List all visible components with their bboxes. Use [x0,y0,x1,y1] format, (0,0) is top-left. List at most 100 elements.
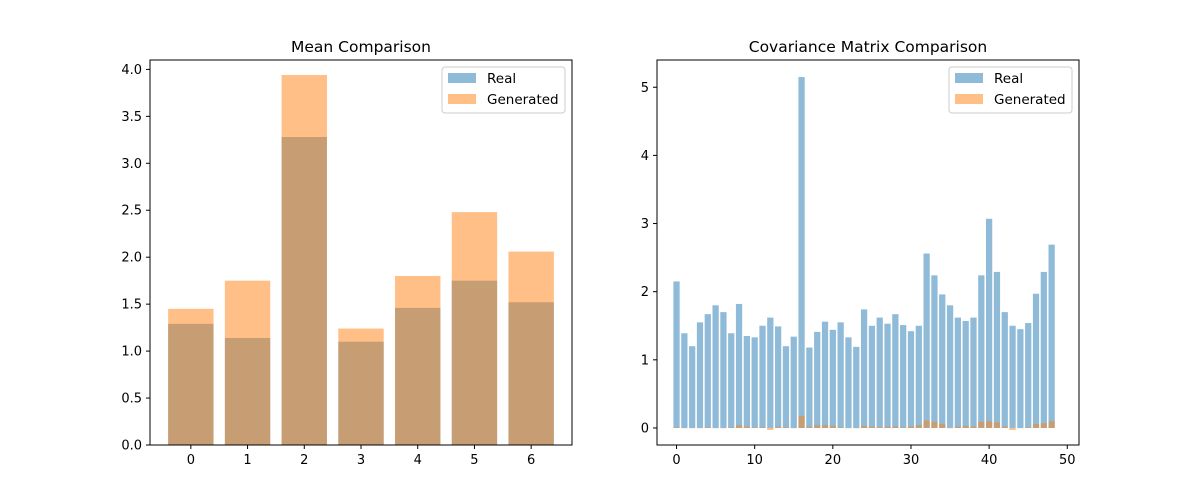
bar-generated-10 [751,427,758,428]
bar-generated-37 [962,425,969,428]
bar-real-34 [939,294,946,428]
mean-comparison-y-ticks: 0.0 0.5 1.0 1.5 2.0 2.5 3.0 3.5 4.0 [121,63,150,454]
bar-generated-8 [735,425,743,428]
legend-label-real: Real [994,71,1023,87]
bar-generated-25 [868,426,876,428]
bar-real-26 [876,317,883,428]
bar-real-43 [1009,325,1016,428]
y-tick-label: 1 [641,353,649,368]
bar-generated-45 [1025,427,1032,428]
bar-real-32 [923,253,930,428]
bar-real-27 [884,323,891,428]
bar-real-14 [782,346,790,428]
bar-real-19 [821,321,829,428]
bar-real-42 [1001,312,1008,428]
bar-generated-36 [954,426,961,428]
bar-real-12 [767,317,774,428]
y-tick-label: 2.0 [121,251,142,266]
bar-generated-4 [395,275,441,445]
bar-generated-18 [814,425,821,428]
bar-generated-1 [224,280,271,445]
bar-real-36 [954,317,961,428]
covariance-comparison-panel: 0 10 20 30 40 50 0 1 2 3 4 5 Covariance Matrix Com… [641,38,1080,468]
bar-real-40 [986,218,993,428]
bar-generated-46 [1032,423,1040,428]
bar-generated-38 [970,426,977,428]
bar-generated-48 [1048,421,1055,428]
bar-real-30 [907,331,915,428]
bar-generated-32 [923,420,930,428]
y-tick-label: 0.0 [121,439,142,454]
bar-real-39 [978,275,985,428]
bar-generated-28 [892,426,899,428]
covariance-comparison-title: Covariance Matrix Comparison [749,38,988,56]
x-tick-label: 5 [470,453,478,468]
bar-real-24 [860,309,868,428]
bar-real-35 [946,305,954,428]
legend-label-generated: Generated [487,92,559,108]
legend-label-generated: Generated [994,92,1066,108]
mean-comparison-x-ticks: 0 1 2 3 4 5 6 [187,445,535,468]
bar-real-31 [915,325,922,428]
covariance-comparison-axes-frame [656,59,1080,446]
y-tick-label: 3 [641,217,649,232]
x-tick-label: 40 [981,453,998,468]
bar-generated-26 [876,427,883,428]
bar-real-5 [712,305,719,428]
bar-generated-3 [338,328,384,445]
bar-real-41 [993,271,1001,428]
bar-real-46 [1032,293,1040,428]
x-tick-label: 1 [243,453,251,468]
bar-real-18 [814,331,821,428]
bar-real-21 [837,322,844,428]
bar-real-45 [1025,323,1032,428]
x-tick-label: 50 [1059,453,1076,468]
bar-generated-30 [907,426,915,428]
legend-swatch-real [955,73,983,83]
bar-generated-24 [860,425,868,428]
bar-real-17 [806,347,813,428]
bar-generated-0 [168,308,214,445]
mean-comparison-panel: 0 1 2 3 4 5 6 0.0 0.5 1.0 1.5 2.0 2.5 3.0 3.5 4.0 Mean… [121,38,573,468]
mean-comparison-title: Mean Comparison [291,38,431,56]
covariance-comparison-bars [673,77,1055,430]
y-tick-label: 3.0 [121,157,142,172]
bar-real-28 [892,314,899,428]
bar-real-10 [751,337,758,428]
legend-label-real: Real [487,71,516,87]
bar-generated-7 [728,427,735,428]
bar-real-37 [962,320,969,428]
x-tick-label: 3 [357,453,365,468]
covariance-comparison-y-ticks: 0 1 2 3 4 5 [641,81,657,436]
x-tick-label: 0 [672,453,680,468]
bar-real-15 [790,336,797,428]
mean-comparison-bars [168,75,554,446]
x-tick-label: 2 [300,453,308,468]
bar-real-0 [673,281,680,428]
bar-generated-13 [775,426,782,428]
bar-generated-31 [915,425,922,428]
bar-generated-14 [782,427,790,428]
bar-generated-0 [673,427,680,428]
bar-generated-27 [884,426,891,428]
x-tick-label: 30 [903,453,920,468]
bar-real-3 [696,322,704,428]
bar-real-16 [798,77,805,428]
y-tick-label: 0 [641,421,649,436]
bar-generated-34 [939,423,946,428]
bar-generated-6 [508,251,554,445]
bar-generated-21 [837,427,844,428]
bar-real-47 [1040,271,1047,428]
y-tick-label: 0.5 [121,392,142,407]
bar-real-22 [845,337,852,428]
bar-generated-29 [900,427,907,428]
x-tick-label: 4 [414,453,422,468]
bar-generated-9 [743,426,750,428]
bar-generated-19 [821,425,829,428]
bar-generated-40 [986,421,993,428]
bar-real-25 [868,325,876,428]
bar-real-23 [853,346,860,428]
bar-real-8 [735,303,743,428]
legend-swatch-generated [448,94,476,104]
